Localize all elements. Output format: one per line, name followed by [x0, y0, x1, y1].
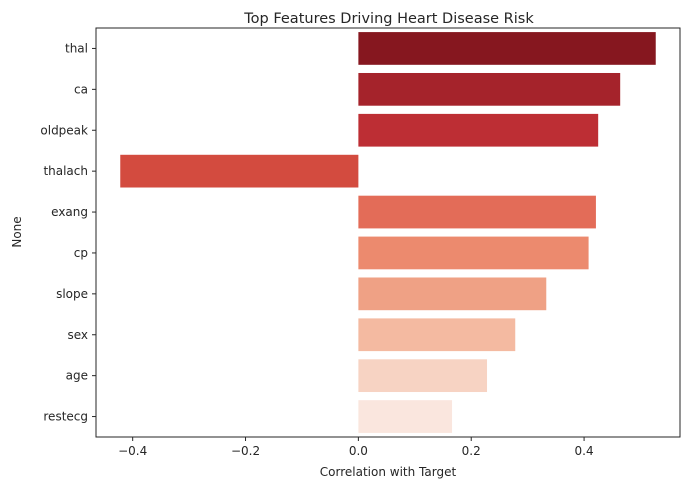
bar-oldpeak	[358, 113, 599, 147]
bar-restecg	[358, 400, 453, 433]
bar-thal	[358, 32, 656, 65]
bar-sex	[358, 318, 516, 352]
bar-ca	[358, 72, 621, 106]
plot-frame	[95, 27, 681, 438]
x-tick-label: 0.0	[349, 444, 368, 458]
x-axis: −0.4 −0.2 0.0 0.2 0.4	[118, 437, 594, 458]
bar-slope	[358, 277, 547, 311]
x-tick-label: −0.4	[118, 444, 147, 458]
bar-age	[358, 359, 488, 393]
x-tick-label: −0.2	[231, 444, 260, 458]
y-tick-label-exang: exang	[51, 205, 88, 219]
y-axis-title: None	[10, 216, 24, 247]
y-tick-label-oldpeak: oldpeak	[40, 123, 88, 137]
bar-cp	[358, 236, 589, 270]
bar-exang	[358, 195, 596, 229]
y-tick-label-age: age	[66, 369, 88, 383]
y-tick-label-sex: sex	[67, 328, 88, 342]
plot-area	[120, 32, 656, 433]
y-tick-label-thal: thal	[65, 41, 88, 55]
y-tick-label-restecg: restecg	[43, 410, 88, 424]
y-axis: thal ca oldpeak thalach exang cp slope sex age re…	[40, 41, 96, 424]
x-tick-label: 0.2	[462, 444, 481, 458]
y-tick-label-ca: ca	[74, 82, 88, 96]
bar-thalach	[120, 154, 359, 188]
y-tick-label-thalach: thalach	[43, 164, 88, 178]
y-tick-label-slope: slope	[56, 287, 88, 301]
x-axis-title: Correlation with Target	[320, 465, 457, 479]
y-tick-label-cp: cp	[74, 246, 88, 260]
x-tick-label: 0.4	[575, 444, 594, 458]
chart-title: Top Features Driving Heart Disease Risk	[243, 11, 534, 27]
